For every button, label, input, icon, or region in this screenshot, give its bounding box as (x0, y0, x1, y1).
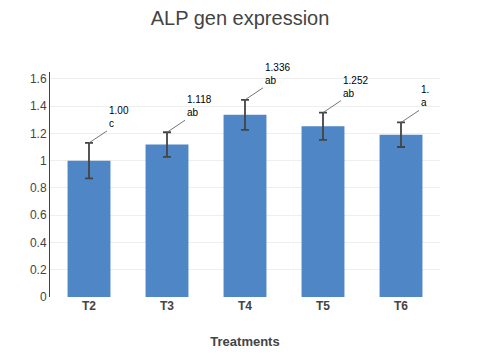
svg-text:1.4: 1.4 (30, 99, 47, 113)
svg-text:1.6: 1.6 (30, 72, 47, 86)
svg-text:1.2: 1.2 (30, 127, 47, 141)
svg-text:1.252ab: 1.252ab (343, 75, 368, 99)
svg-text:0.4: 0.4 (30, 236, 47, 250)
svg-text:1.a: 1.a (421, 84, 429, 108)
svg-text:1.118ab: 1.118ab (187, 94, 212, 118)
svg-text:0.2: 0.2 (30, 263, 47, 277)
svg-text:0: 0 (40, 290, 47, 304)
svg-text:T6: T6 (394, 299, 408, 313)
svg-text:T4: T4 (238, 299, 252, 313)
svg-text:1.00c: 1.00c (109, 105, 129, 129)
svg-text:0.6: 0.6 (30, 208, 47, 222)
svg-text:1: 1 (40, 154, 47, 168)
svg-text:T3: T3 (160, 299, 174, 313)
svg-text:1.336ab: 1.336ab (265, 62, 290, 86)
svg-text:Treatments: Treatments (210, 334, 279, 349)
svg-text:0.8: 0.8 (30, 181, 47, 195)
svg-text:ALP gen expression: ALP gen expression (151, 7, 330, 29)
svg-text:T2: T2 (82, 299, 96, 313)
svg-text:T5: T5 (316, 299, 330, 313)
